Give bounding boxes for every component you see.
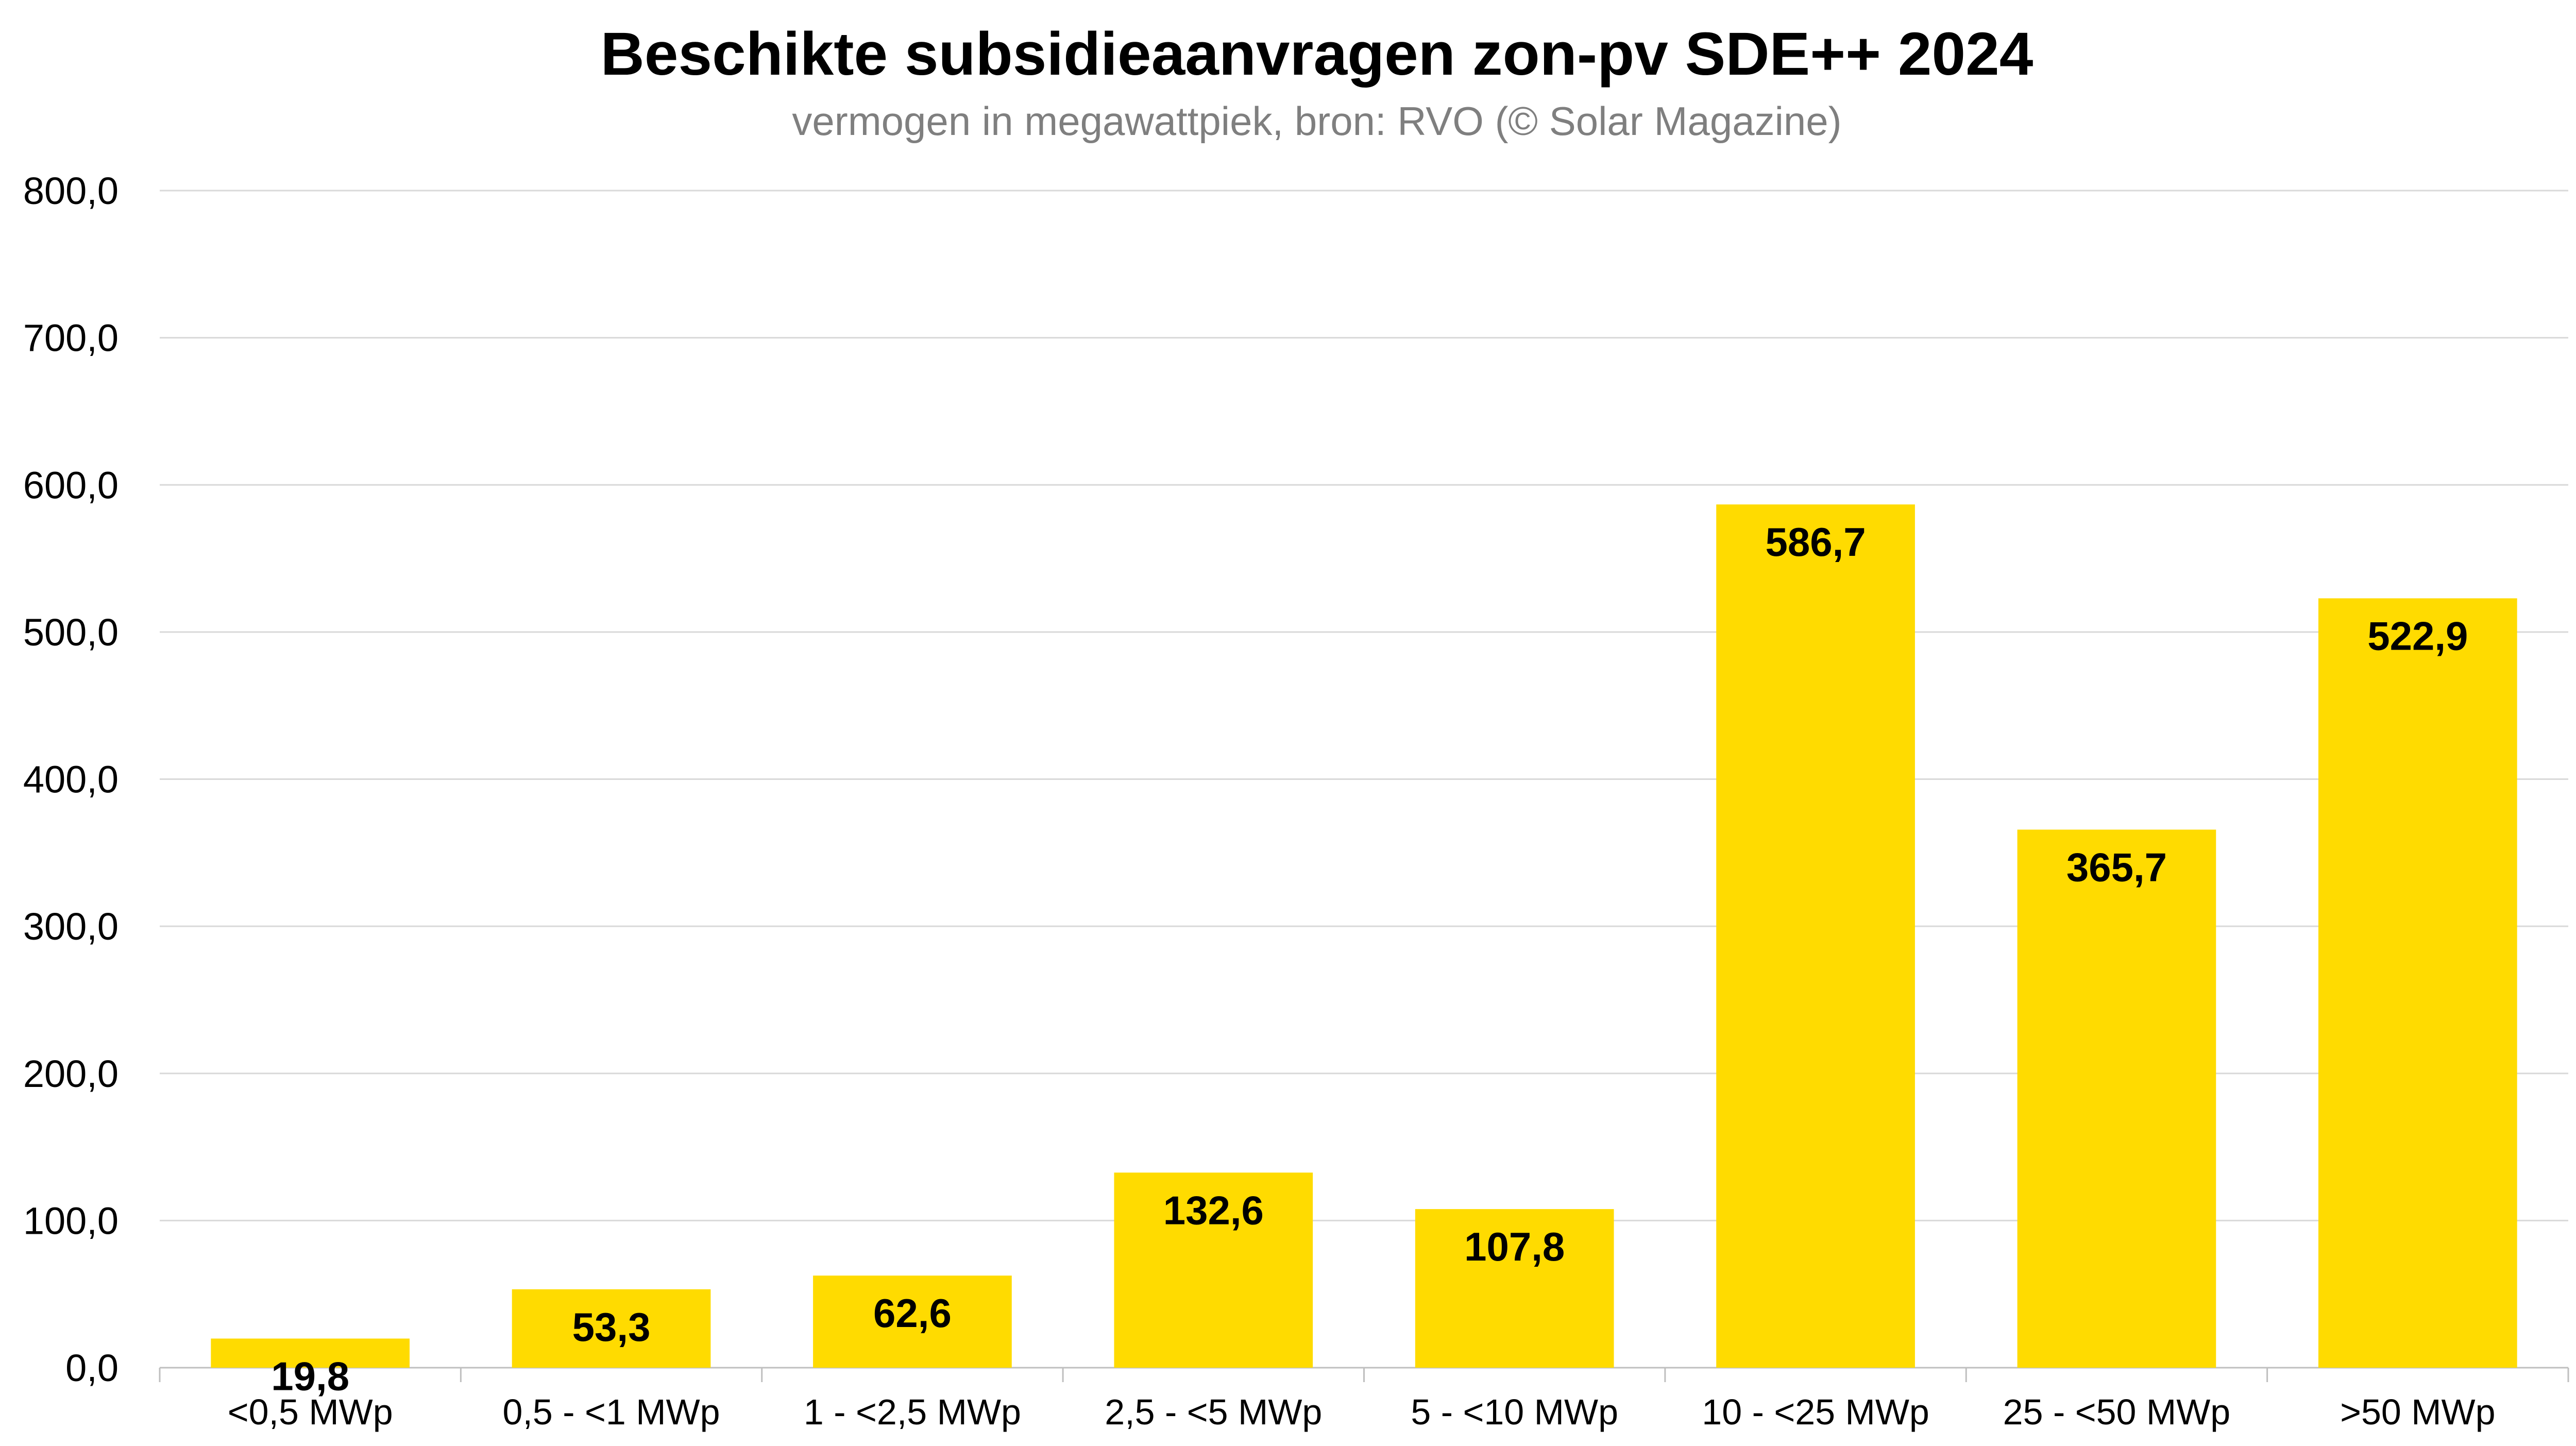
data-label: 107,8 [1464, 1224, 1565, 1269]
data-label: 365,7 [2066, 844, 2167, 890]
bar [1716, 504, 1915, 1368]
x-tick-label: 10 - <25 MWp [1702, 1392, 1929, 1432]
data-label: 62,6 [873, 1290, 952, 1336]
data-label: 53,3 [572, 1304, 651, 1350]
bar [2318, 598, 2517, 1368]
y-tick-label: 500,0 [23, 611, 118, 654]
data-labels: 19,8 53,3 62,6 132,6 107,8 586,7 365,7 522,9 [271, 519, 2468, 1399]
y-tick-label: 700,0 [23, 317, 118, 360]
x-axis-tick-labels: <0,5 MWp 0,5 - <1 MWp 1 - <2,5 MWp 2,5 - <5… [228, 1392, 2496, 1432]
bar [211, 1338, 410, 1368]
y-tick-label: 300,0 [23, 905, 118, 948]
y-tick-label: 200,0 [23, 1052, 118, 1095]
bar [2017, 829, 2216, 1368]
x-tick-label: 2,5 - <5 MWp [1105, 1392, 1322, 1432]
y-tick-label: 100,0 [23, 1199, 118, 1242]
y-tick-label: 600,0 [23, 464, 118, 506]
x-tick-label: <0,5 MWp [228, 1392, 393, 1432]
bars [211, 504, 2517, 1368]
bar [1114, 1172, 1313, 1368]
bar [813, 1275, 1012, 1368]
bar [1415, 1209, 1614, 1368]
x-tick-label: 1 - <2,5 MWp [804, 1392, 1021, 1432]
data-label: 132,6 [1163, 1187, 1264, 1233]
x-tick-label: >50 MWp [2340, 1392, 2496, 1432]
chart-title: Beschikte subsidieaanvragen zon-pv SDE++… [601, 20, 2033, 88]
data-label: 522,9 [2367, 613, 2468, 658]
data-label: 19,8 [271, 1353, 349, 1399]
gridlines [159, 190, 2569, 1382]
y-tick-label: 0,0 [65, 1347, 118, 1389]
x-tick-label: 5 - <10 MWp [1411, 1392, 1618, 1432]
x-tick-label: 25 - <50 MWp [2003, 1392, 2231, 1432]
x-tick-label: 0,5 - <1 MWp [503, 1392, 720, 1432]
data-label: 586,7 [1765, 519, 1866, 565]
y-tick-label: 800,0 [23, 169, 118, 212]
y-tick-label: 400,0 [23, 758, 118, 801]
bar [512, 1289, 711, 1368]
y-axis-tick-labels: 0,0 100,0 200,0 300,0 400,0 500,0 600,0 700,0 80… [23, 169, 118, 1389]
chart-subtitle: vermogen in megawattpiek, bron: RVO (© S… [792, 98, 1841, 144]
